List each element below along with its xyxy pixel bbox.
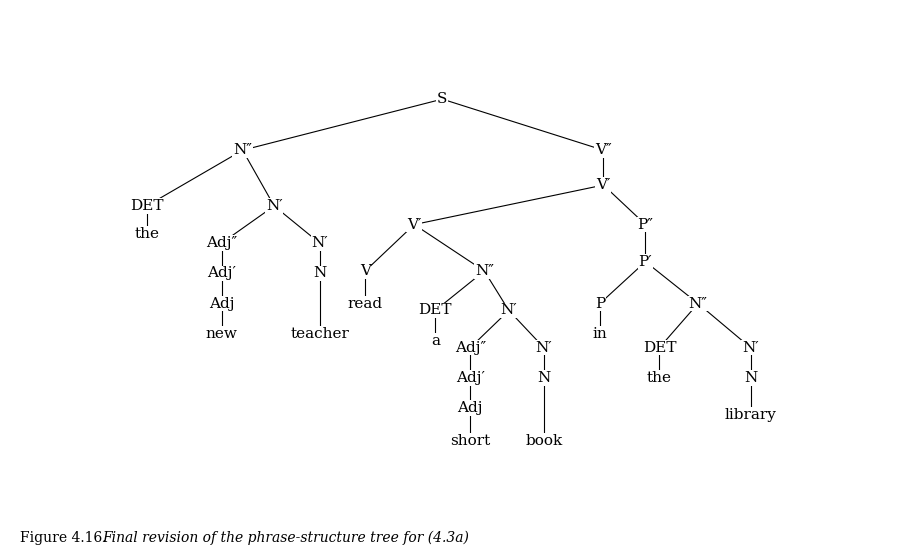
Text: Adj″: Adj″: [206, 236, 237, 250]
Text: N″: N″: [233, 143, 252, 157]
Text: P′: P′: [638, 255, 652, 269]
Text: N′: N′: [500, 304, 517, 317]
Text: DET: DET: [418, 304, 452, 317]
Text: Adj: Adj: [457, 401, 482, 415]
Text: read: read: [348, 296, 382, 310]
Text: P″: P″: [637, 218, 653, 231]
Text: V″: V″: [594, 143, 611, 157]
Text: new: new: [205, 327, 237, 341]
Text: V′: V′: [406, 218, 421, 231]
Text: N: N: [743, 371, 757, 385]
Text: teacher: teacher: [290, 327, 349, 341]
Text: Adj: Adj: [209, 296, 234, 310]
Text: Adj″: Adj″: [454, 341, 486, 355]
Text: library: library: [724, 408, 776, 422]
Text: N′: N′: [265, 199, 283, 213]
Text: the: the: [134, 227, 159, 241]
Text: N″: N″: [474, 264, 493, 278]
Text: S: S: [437, 92, 447, 106]
Text: V′: V′: [595, 178, 610, 192]
Text: N: N: [536, 371, 550, 385]
Text: in: in: [591, 327, 607, 341]
Text: N″: N″: [688, 296, 707, 310]
Text: Figure 4.16.: Figure 4.16.: [20, 531, 111, 545]
Text: P: P: [594, 296, 604, 310]
Text: DET: DET: [642, 341, 675, 355]
Text: the: the: [647, 371, 671, 385]
Text: Final revision of the phrase-structure tree for (4.3a): Final revision of the phrase-structure t…: [102, 531, 469, 545]
Text: N′: N′: [311, 236, 328, 250]
Text: DET: DET: [130, 199, 163, 213]
Text: book: book: [525, 433, 562, 447]
Text: a: a: [431, 334, 439, 347]
Text: short: short: [450, 433, 490, 447]
Text: Adj′: Adj′: [455, 371, 484, 385]
Text: Adj′: Adj′: [207, 266, 236, 280]
Text: N′: N′: [535, 341, 552, 355]
Text: N′: N′: [741, 341, 759, 355]
Text: V: V: [359, 264, 370, 278]
Text: N: N: [312, 266, 326, 280]
